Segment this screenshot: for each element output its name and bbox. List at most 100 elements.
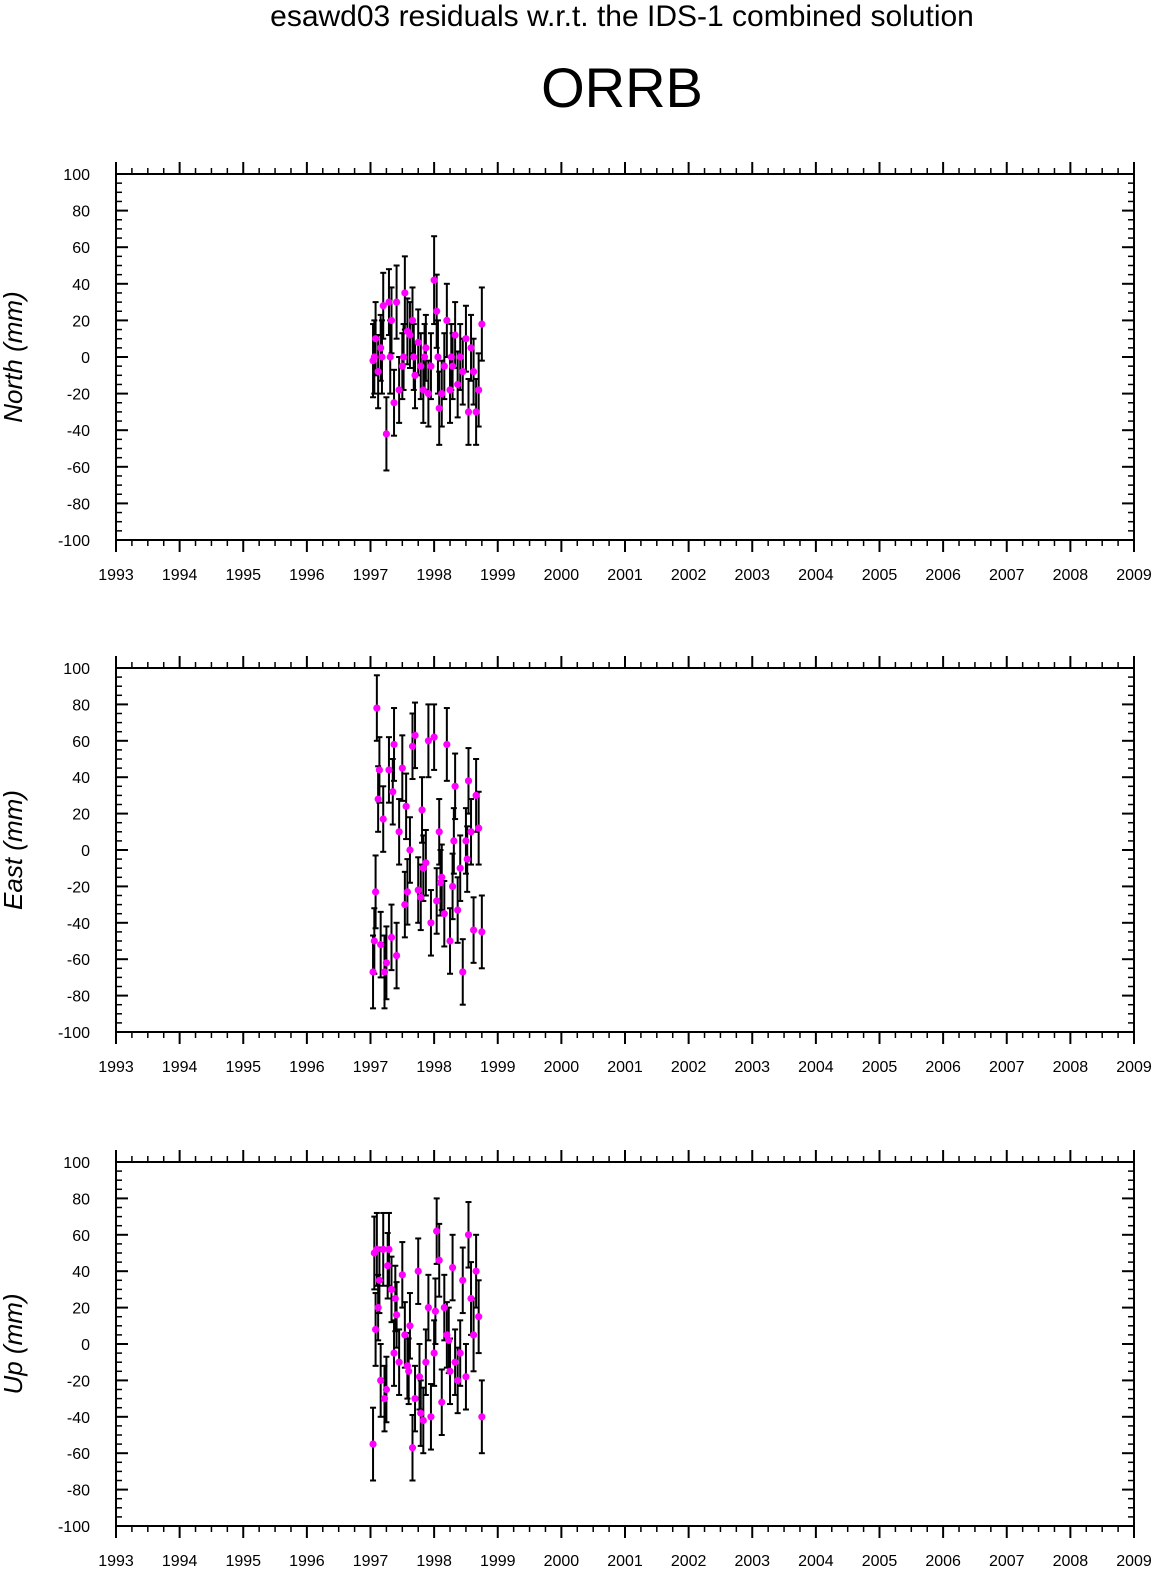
x-tick-label: 2002 [671, 567, 707, 584]
data-point [417, 362, 425, 370]
data-point [371, 1325, 380, 1334]
data-point [387, 1285, 396, 1293]
x-tick-label: 2005 [862, 1553, 898, 1570]
y-tick-label: -40 [67, 423, 90, 440]
data-point [424, 1304, 432, 1312]
data-point [401, 1331, 409, 1339]
y-tick-label: 0 [81, 350, 90, 367]
data-point [422, 859, 430, 867]
x-tick-label: 2009 [1116, 1059, 1152, 1076]
data-point [385, 766, 393, 774]
station-name: ORRB [541, 56, 703, 119]
data-point [419, 1416, 427, 1425]
data-point [475, 386, 483, 394]
data-point [443, 316, 451, 324]
data-point [422, 344, 430, 352]
data-point [398, 1271, 406, 1279]
panel-up: Up (mm) 1993 1994 1995 1996 1997 1998 1999 2000… [0, 1150, 1152, 1570]
y-tick-label: 100 [63, 167, 90, 184]
x-tick-label: 2003 [734, 1553, 770, 1570]
x-tick-label: 2008 [1053, 567, 1089, 584]
data-point [395, 828, 403, 836]
data-point [433, 1227, 441, 1235]
data-point [382, 959, 391, 967]
x-tick-label: 2001 [607, 1059, 643, 1076]
data-point [459, 968, 467, 976]
y-tick-label: 40 [72, 277, 90, 294]
x-tick-label: 2001 [607, 567, 643, 584]
x-tick-label: 2006 [925, 1553, 961, 1570]
data-point [387, 316, 396, 324]
data-point [408, 1444, 417, 1452]
data-point [456, 1349, 464, 1357]
data-point [445, 1336, 453, 1344]
data-point [419, 864, 427, 872]
x-tick-label: 1997 [353, 1059, 389, 1076]
x-tick-label: 2005 [862, 1059, 898, 1076]
data-point [392, 298, 401, 306]
x-tick-label: 1997 [353, 567, 389, 584]
data-point [374, 368, 382, 376]
data-point [375, 766, 384, 774]
data-point [419, 386, 427, 394]
data-point [454, 906, 462, 914]
x-tick-label: 2008 [1053, 1059, 1089, 1076]
data-point [380, 1395, 389, 1403]
y-tick-label: -80 [67, 1483, 90, 1500]
y-tick-label: -40 [67, 1410, 90, 1427]
data-point [440, 1304, 448, 1312]
x-tick-label: 1995 [225, 1553, 261, 1570]
data-point [414, 1267, 422, 1275]
data-point [478, 320, 486, 328]
data-point [373, 704, 381, 712]
data-point [443, 1331, 451, 1339]
data-point [478, 1413, 486, 1421]
data-point [392, 1311, 401, 1319]
data-marks [369, 235, 486, 472]
data-point [422, 1358, 430, 1366]
x-tick-label: 1993 [98, 567, 134, 584]
data-marks [369, 674, 486, 1010]
data-point [438, 1398, 446, 1406]
data-point [435, 1256, 443, 1264]
data-point [398, 764, 406, 772]
data-point [399, 353, 408, 361]
y-tick-label: 40 [72, 770, 90, 787]
data-point [451, 1358, 459, 1366]
x-tick-label: 1994 [162, 567, 198, 584]
data-point [450, 837, 458, 845]
data-point [438, 873, 446, 881]
plot-frame [115, 667, 1135, 1033]
data-point [446, 1367, 454, 1375]
x-tick-label: 1997 [353, 1553, 389, 1570]
data-point [438, 390, 446, 398]
data-point [447, 353, 455, 361]
data-point [435, 828, 443, 836]
data-point [395, 1358, 403, 1366]
data-point [427, 362, 435, 370]
data-point [431, 1307, 439, 1315]
x-tick-label: 2009 [1116, 567, 1152, 584]
x-tick-label: 1996 [289, 1553, 325, 1570]
data-point [370, 353, 378, 361]
data-point [467, 1294, 475, 1303]
data-point [420, 353, 429, 361]
data-point [389, 788, 397, 796]
data-point [414, 886, 422, 894]
x-tick-label: 2005 [862, 567, 898, 584]
data-point [451, 331, 459, 339]
data-point [379, 815, 387, 823]
data-point [417, 893, 425, 901]
data-point [395, 386, 403, 394]
data-point [417, 1409, 425, 1417]
y-tick-label: -60 [67, 460, 90, 477]
data-point [467, 828, 475, 836]
y-tick-label: -100 [58, 1519, 90, 1536]
x-tick-label: 2000 [544, 567, 580, 584]
data-point [405, 1367, 413, 1375]
data-point [430, 733, 438, 741]
y-tick-label: 40 [72, 1264, 90, 1281]
data-point [401, 901, 409, 909]
data-point [430, 276, 438, 284]
data-point [398, 362, 406, 370]
